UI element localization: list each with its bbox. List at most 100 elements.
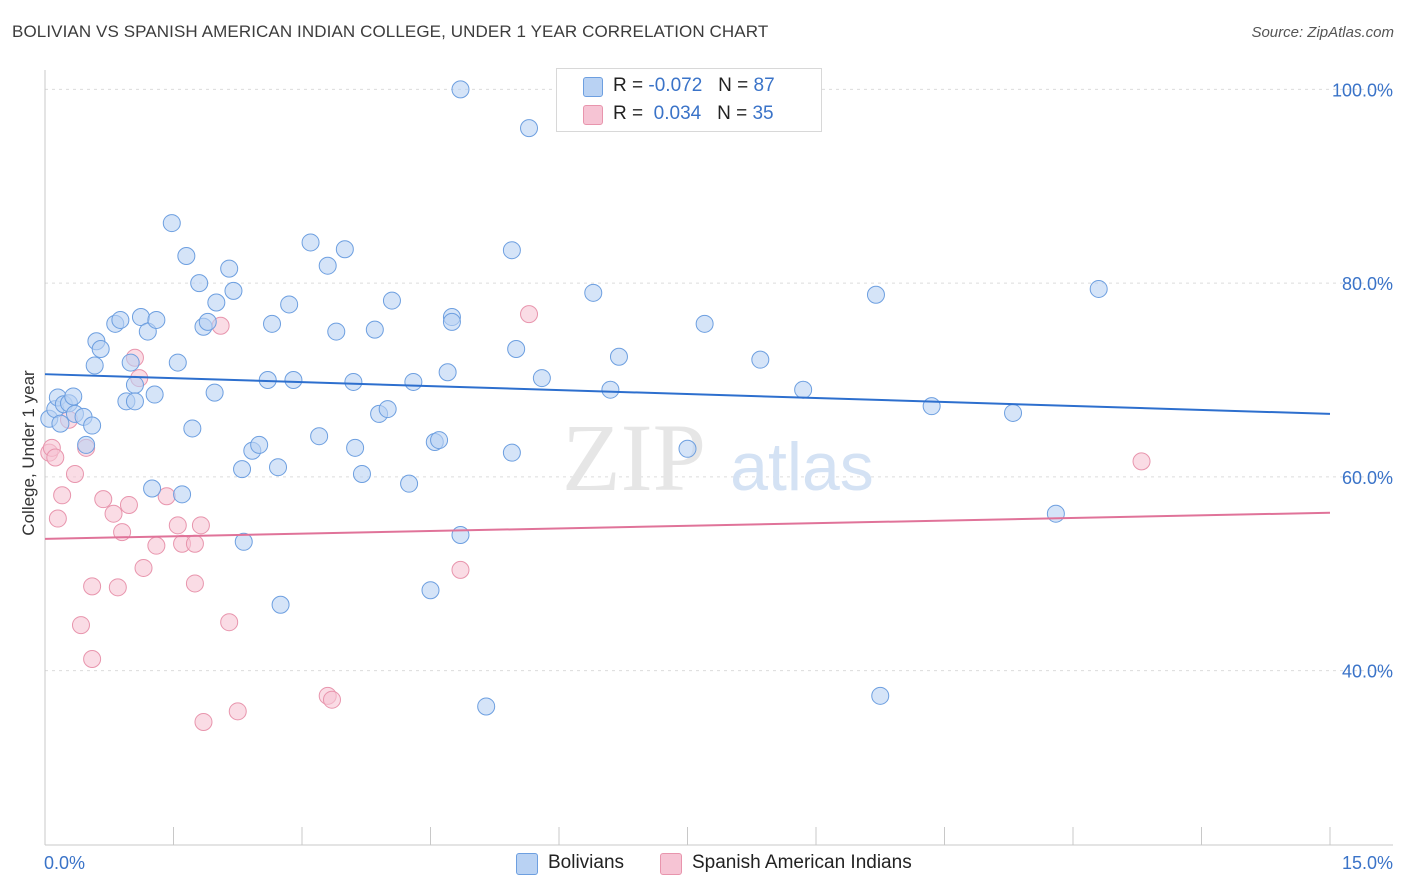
- bolivian-point: [365, 320, 384, 339]
- bolivian-point: [111, 310, 130, 329]
- bolivian-point: [85, 356, 104, 375]
- bolivian-point: [1004, 403, 1023, 422]
- spanish-american-indian-point: [185, 574, 204, 593]
- bolivian-point: [224, 281, 243, 300]
- bolivian-point: [280, 295, 299, 314]
- bolivian-point: [695, 314, 714, 333]
- stats-legend: R = -0.072 N = 87 R = 0.034 N = 35: [556, 68, 822, 132]
- bolivian-point: [233, 460, 252, 479]
- bolivian-point: [352, 464, 371, 483]
- bolivian-point: [318, 256, 337, 275]
- spanish-american-indian-point: [147, 536, 166, 555]
- chart-title: BOLIVIAN VS SPANISH AMERICAN INDIAN COLL…: [12, 22, 769, 41]
- spanish-american-indian-point: [104, 504, 123, 523]
- bolivian-point: [125, 392, 144, 411]
- bolivian-point: [177, 247, 196, 265]
- spanish-american-indian-point: [520, 305, 539, 324]
- source-credit: Source: ZipAtlas.com: [1251, 24, 1394, 41]
- bolivian-point: [269, 458, 288, 477]
- spanish-american-indian-point: [83, 577, 102, 596]
- bolivian-point: [183, 419, 202, 438]
- bolivian-point: [271, 595, 290, 614]
- legend-n-value: 87: [753, 75, 775, 96]
- legend-swatch-blue: [583, 77, 603, 97]
- bolivian-point: [507, 340, 526, 358]
- bolivian-point: [532, 369, 551, 388]
- spanish-american-indian-point: [119, 495, 138, 514]
- trend-line-spanish-american-indians: [44, 511, 1331, 540]
- bolivian-point: [207, 293, 226, 312]
- bolivian-point: [442, 312, 461, 331]
- watermark-atlas: atlas: [730, 429, 874, 505]
- bolivian-point: [234, 532, 253, 551]
- bolivian-point: [922, 397, 941, 416]
- bottom-legend-spanish-american-indians: Spanish American Indians: [660, 852, 950, 878]
- bolivian-point: [263, 314, 282, 333]
- spanish-american-indian-point: [71, 616, 90, 635]
- spanish-american-indian-point: [65, 464, 84, 483]
- legend-n-value: 35: [752, 103, 774, 124]
- spanish-american-indian-point: [94, 490, 113, 509]
- legend-swatch-pink: [583, 105, 603, 125]
- bolivian-point: [346, 438, 365, 457]
- bolivian-point: [220, 259, 239, 278]
- spanish-american-indian-point: [53, 486, 72, 505]
- bolivian-point: [125, 375, 144, 394]
- y-tick-label: 40.0%: [1342, 662, 1393, 682]
- bolivian-point: [143, 479, 162, 498]
- bottom-legend-label: Bolivians: [548, 852, 625, 873]
- bolivian-point: [190, 274, 209, 293]
- bolivian-point: [794, 380, 813, 399]
- spanish-american-indian-point: [451, 560, 470, 579]
- bolivian-point: [584, 283, 603, 302]
- bolivian-point: [327, 322, 346, 341]
- watermark-zip: ZIP: [562, 404, 706, 511]
- y-tick-label: 100.0%: [1332, 80, 1393, 100]
- bolivian-point: [284, 371, 303, 389]
- bolivian-point: [1089, 279, 1108, 298]
- bolivian-point: [205, 383, 224, 402]
- legend-n-label: N =: [718, 75, 749, 96]
- bolivian-point: [871, 686, 890, 705]
- bolivian-point: [162, 214, 181, 233]
- bolivian-point: [145, 385, 164, 404]
- bolivian-point: [678, 439, 697, 458]
- spanish-american-indian-point: [322, 690, 341, 709]
- y-tick-labels: 40.0% 60.0% 80.0% 100.0%: [1332, 80, 1393, 681]
- bolivian-point: [451, 526, 470, 544]
- bottom-legend-swatch-blue: [516, 853, 538, 875]
- x-tick-label-max: 15.0%: [1342, 853, 1393, 873]
- bolivian-point: [198, 312, 217, 331]
- legend-r-value: 0.034: [648, 103, 702, 124]
- bolivian-point: [382, 291, 401, 310]
- bolivian-point: [451, 80, 470, 99]
- bolivian-point: [378, 400, 397, 419]
- x-tick-label-min: 0.0%: [44, 853, 85, 873]
- spanish-american-indian-point: [191, 516, 210, 535]
- y-axis-label: College, Under 1 year: [19, 370, 38, 536]
- bolivian-point: [421, 581, 440, 600]
- spanish-american-indian-point: [194, 712, 213, 731]
- bolivian-point: [601, 380, 620, 399]
- bolivian-point: [404, 372, 423, 391]
- series-spanish-american-indians: [40, 305, 1151, 731]
- spanish-american-indian-point: [228, 702, 247, 721]
- bolivian-point: [173, 485, 192, 504]
- bottom-legend-swatch-pink: [660, 853, 682, 875]
- legend-r-label: R =: [613, 75, 644, 96]
- spanish-american-indian-point: [168, 516, 187, 535]
- spanish-american-indian-point: [1132, 452, 1151, 471]
- bolivian-point: [477, 697, 496, 716]
- bolivian-point: [121, 353, 140, 372]
- bolivian-point: [430, 431, 449, 450]
- trend-lines: [44, 373, 1331, 540]
- bolivian-point: [400, 474, 419, 493]
- y-tick-label: 80.0%: [1342, 274, 1393, 294]
- bolivian-point: [77, 435, 96, 454]
- bolivian-point: [866, 285, 885, 304]
- bolivian-point: [147, 310, 166, 329]
- legend-n-label: N =: [717, 103, 748, 124]
- spanish-american-indian-point: [46, 448, 65, 467]
- bolivian-point: [310, 427, 329, 446]
